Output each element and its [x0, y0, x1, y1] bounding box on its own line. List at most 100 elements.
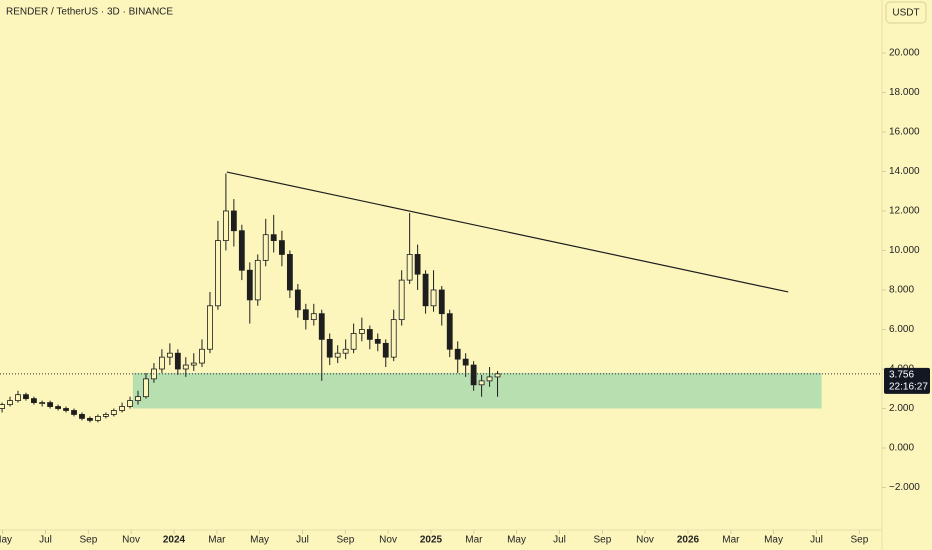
x-tick-label: May — [507, 535, 526, 546]
candle-body — [294, 289, 301, 311]
candle-body — [199, 348, 205, 364]
candle-body — [414, 254, 421, 275]
candle-body — [494, 373, 501, 378]
x-tick-label: Jul — [553, 535, 566, 546]
x-tick-label: 2026 — [677, 535, 700, 546]
y-tick-label: 6.000 — [889, 324, 914, 335]
candle-body — [190, 362, 197, 366]
candle-body — [470, 364, 477, 386]
y-tick-label: 10.000 — [889, 245, 920, 256]
candle-body — [0, 404, 5, 409]
candle-body — [55, 406, 61, 409]
candle-body — [390, 319, 397, 358]
candle-body — [358, 329, 365, 334]
candle-body — [326, 338, 333, 358]
candle-body — [79, 414, 85, 419]
candle-body — [119, 406, 125, 411]
candle-body — [446, 313, 453, 350]
candle-body — [87, 417, 93, 421]
candle-body — [222, 210, 229, 242]
candle-body — [382, 342, 389, 358]
y-tick-label: 18.000 — [889, 87, 920, 98]
candle-body — [47, 402, 54, 407]
x-tick-label: Nov — [636, 535, 654, 546]
y-tick-label: 2.000 — [889, 403, 914, 414]
trendline — [226, 171, 789, 293]
candle-body — [279, 240, 285, 255]
candle-body — [182, 364, 189, 370]
candle-body — [438, 289, 445, 315]
y-tick-label: 0.000 — [889, 443, 914, 454]
candle-body — [302, 309, 309, 321]
x-tick-label: 2025 — [420, 535, 443, 546]
candle-body — [398, 279, 405, 321]
candle-body — [422, 273, 429, 307]
candle-body — [350, 333, 357, 350]
x-tick-label: May — [0, 535, 12, 546]
x-tick-label: Nov — [122, 535, 140, 546]
candle-body — [23, 394, 29, 400]
axes: −2.0000.0002.0004.0006.0008.00010.00012.… — [0, 48, 930, 546]
candle-body — [374, 338, 381, 344]
last-price-label: 3.756 — [889, 369, 914, 380]
candle-body — [342, 348, 349, 354]
candle-body — [254, 259, 261, 301]
candle-body — [238, 230, 245, 271]
candle-body — [462, 358, 469, 366]
candle-body — [135, 396, 141, 402]
candle-body — [310, 313, 317, 321]
candle-body — [366, 329, 373, 340]
currency-label[interactable]: USDT — [892, 8, 919, 19]
y-tick-label: 20.000 — [889, 48, 920, 59]
candle-body — [478, 380, 485, 386]
candle-body — [318, 313, 325, 340]
countdown-label: 22:16:27 — [889, 381, 928, 392]
candle-body — [71, 410, 77, 415]
x-tick-label: Nov — [379, 535, 397, 546]
x-tick-label: May — [250, 535, 269, 546]
x-tick-label: Jul — [810, 535, 823, 546]
candle-body — [110, 410, 117, 415]
x-tick-label: Jul — [39, 535, 52, 546]
x-tick-label: Mar — [722, 535, 740, 546]
x-tick-label: Sep — [337, 535, 355, 546]
candle-body — [7, 400, 13, 405]
y-tick-label: 14.000 — [889, 166, 920, 177]
candle-body — [215, 240, 221, 307]
candle-body — [143, 378, 149, 398]
x-tick-label: 2024 — [163, 535, 186, 546]
candle-body — [430, 289, 437, 307]
x-tick-label: May — [764, 535, 783, 546]
candle-body — [246, 269, 253, 301]
currency-button[interactable] — [885, 1, 927, 24]
candle-body — [334, 352, 341, 358]
support-zone — [132, 372, 822, 409]
candle-body — [454, 348, 461, 360]
candle-body — [166, 352, 173, 358]
candle-body — [406, 254, 413, 281]
x-tick-label: Sep — [80, 535, 98, 546]
y-tick-label: 12.000 — [889, 206, 920, 217]
candle-body — [230, 210, 237, 232]
candle-body — [15, 394, 21, 402]
candle-body — [286, 254, 293, 291]
plot-area — [0, 171, 882, 423]
chart-title: RENDER / TetherUS · 3D · BINANCE — [6, 7, 173, 18]
candle-body — [207, 305, 213, 350]
candle-body — [270, 234, 277, 242]
y-tick-label: 8.000 — [889, 285, 914, 296]
candle-body — [174, 352, 181, 370]
candle-body — [486, 376, 493, 382]
candle-body — [127, 400, 133, 407]
candle-body — [31, 398, 37, 403]
candle-body — [39, 402, 46, 404]
x-tick-label: Sep — [850, 535, 868, 546]
candle-body — [262, 234, 269, 261]
x-tick-label: Jul — [296, 535, 309, 546]
candle-body — [63, 408, 69, 411]
x-tick-label: Mar — [208, 535, 226, 546]
candle-body — [159, 356, 165, 370]
last-price-tag — [884, 367, 930, 394]
